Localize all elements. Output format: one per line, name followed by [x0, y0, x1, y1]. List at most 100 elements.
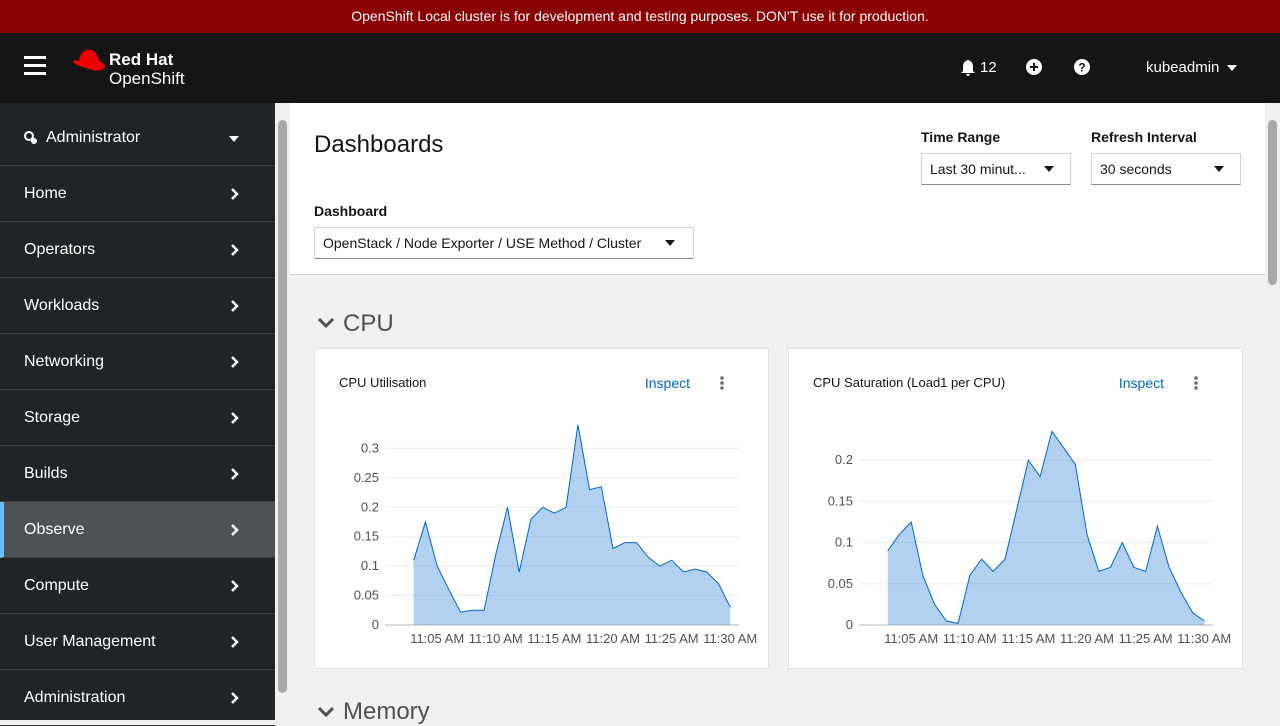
sidebar: Administrator Home Operators Workloads Netw…: [0, 103, 275, 726]
nav-label: Networking: [24, 353, 105, 370]
line: [413, 424, 731, 613]
chevron: [231, 524, 239, 536]
y-tick-label: 0.1: [835, 535, 853, 550]
scrollbar[interactable]: [1265, 103, 1280, 720]
nav-label: Compute: [24, 577, 89, 594]
dashboard-select[interactable]: OpenStack / Node Exporter / USE Method /…: [314, 227, 694, 259]
chevron: [231, 692, 239, 704]
line: [887, 430, 1205, 624]
inspect-link[interactable]: Inspect: [1118, 375, 1164, 391]
inspect-link[interactable]: Inspect: [644, 375, 690, 391]
help-icon[interactable]: ?: [1074, 59, 1090, 75]
time-range-value: Last 30 minut...: [930, 161, 1026, 177]
nav-item[interactable]: Observe: [0, 502, 275, 558]
x-tick-label: 11:30 AM: [703, 631, 757, 646]
kebab-dot: [1194, 386, 1198, 390]
chevron-path: [231, 412, 239, 424]
x-tick-label: 11:15 AM: [1001, 631, 1055, 646]
section-toggle[interactable]: [318, 318, 334, 328]
kebab-menu[interactable]: [1193, 376, 1199, 392]
chevron-path: [231, 692, 239, 704]
x-tick-label: 11:05 AM: [884, 631, 938, 646]
refresh-select[interactable]: 30 seconds: [1091, 153, 1241, 185]
kebab-dot: [720, 386, 724, 390]
area: [887, 431, 1205, 625]
x-tick-label: 11:15 AM: [527, 631, 581, 646]
chart: 0 0.05 0.1 0.15 0.2 0.25 0.3 11:05 AM 11:10 AM 11…: [354, 424, 757, 646]
chart-title: CPU Utilisation: [339, 375, 427, 390]
nav-item[interactable]: Operators: [0, 222, 275, 278]
dashboard-label: Dashboard: [314, 203, 388, 219]
y-tick-label: 0.2: [835, 452, 853, 467]
nav-label: Administration: [24, 689, 126, 706]
chevron: [231, 468, 239, 480]
chevron-path: [231, 356, 239, 368]
chevron-path: [231, 468, 239, 480]
cogs-icon: [24, 131, 37, 144]
chart-panel: CPU Utilisation Inspect 0 0.05 0.1 0.15 0.2 0.2…: [314, 348, 769, 669]
chevron: [231, 244, 239, 256]
brand-bottom: OpenShift: [109, 69, 185, 88]
chart-panel: CPU Saturation (Load1 per CPU) Inspect 0 0.…: [788, 348, 1243, 669]
kebab-dot: [1194, 381, 1198, 385]
section-toggle[interactable]: [318, 707, 334, 717]
chevron: [231, 300, 239, 312]
nav-label: Builds: [24, 465, 68, 482]
chevron: [231, 580, 239, 592]
dashboard-toolbar: Dashboards Time Range Last 30 minut... R…: [290, 103, 1265, 275]
svg-text:?: ?: [1078, 61, 1085, 75]
y-tick-label: 0.15: [354, 529, 379, 544]
banner: OpenShift Local cluster is for developme…: [0, 0, 1280, 33]
area: [413, 424, 731, 625]
nav-label: Operators: [24, 241, 96, 258]
logo-hat: [73, 49, 105, 71]
refresh-label: Refresh Interval: [1091, 129, 1197, 145]
scrollbar[interactable]: [275, 103, 290, 720]
y-tick-label: 0: [372, 617, 379, 632]
y-tick-label: 0.2: [361, 499, 379, 514]
refresh-value: 30 seconds: [1100, 161, 1172, 177]
nav-item[interactable]: Storage: [0, 390, 275, 446]
menu-toggle[interactable]: [24, 55, 48, 77]
y-tick-label: 0.05: [828, 576, 853, 591]
perspective-switcher[interactable]: Administrator: [0, 110, 275, 166]
time-range-label: Time Range: [921, 129, 1001, 145]
nav-label: User Management: [24, 633, 156, 650]
nav-item[interactable]: Compute: [0, 558, 275, 614]
dashboard-value: OpenStack / Node Exporter / USE Method /…: [323, 235, 642, 251]
nav-item[interactable]: Workloads: [0, 278, 275, 334]
section-title[interactable]: Memory: [343, 698, 430, 725]
nav-item[interactable]: User Management: [0, 614, 275, 670]
nav-label: Home: [24, 185, 67, 202]
chevron-path: [231, 636, 239, 648]
chevron: [231, 188, 239, 200]
bell-icon[interactable]: [960, 59, 976, 76]
y-tick-label: 0.25: [354, 470, 379, 485]
x-tick-label: 11:25 AM: [1119, 631, 1173, 646]
nav-label: Observe: [24, 521, 85, 538]
y-tick-label: 0.1: [361, 558, 379, 573]
nav-item[interactable]: Home: [0, 166, 275, 222]
y-tick-label: 0.15: [828, 493, 853, 508]
section-title[interactable]: CPU: [343, 310, 394, 337]
kebab-dot: [720, 376, 724, 380]
perspective: Administrator: [46, 129, 141, 146]
time-range-select[interactable]: Last 30 minut...: [921, 153, 1071, 185]
caret: [229, 136, 239, 142]
nav-item[interactable]: Administration: [0, 670, 275, 726]
chevron-path: [231, 580, 239, 592]
nav-label: Workloads: [24, 297, 100, 314]
kebab-dot: [720, 381, 724, 385]
chart-title: CPU Saturation (Load1 per CPU): [813, 375, 1006, 390]
x-tick-label: 11:20 AM: [1060, 631, 1114, 646]
kebab-menu[interactable]: [719, 376, 725, 392]
chevron-path: [231, 300, 239, 312]
notification-count[interactable]: 12: [980, 59, 997, 76]
user-menu[interactable]: kubeadmin: [1146, 59, 1220, 76]
add-icon[interactable]: [1026, 59, 1042, 75]
nav-item[interactable]: Builds: [0, 446, 275, 502]
y-tick-label: 0.05: [354, 588, 379, 603]
y-tick-label: 0: [846, 617, 853, 632]
nav-item[interactable]: Networking: [0, 334, 275, 390]
